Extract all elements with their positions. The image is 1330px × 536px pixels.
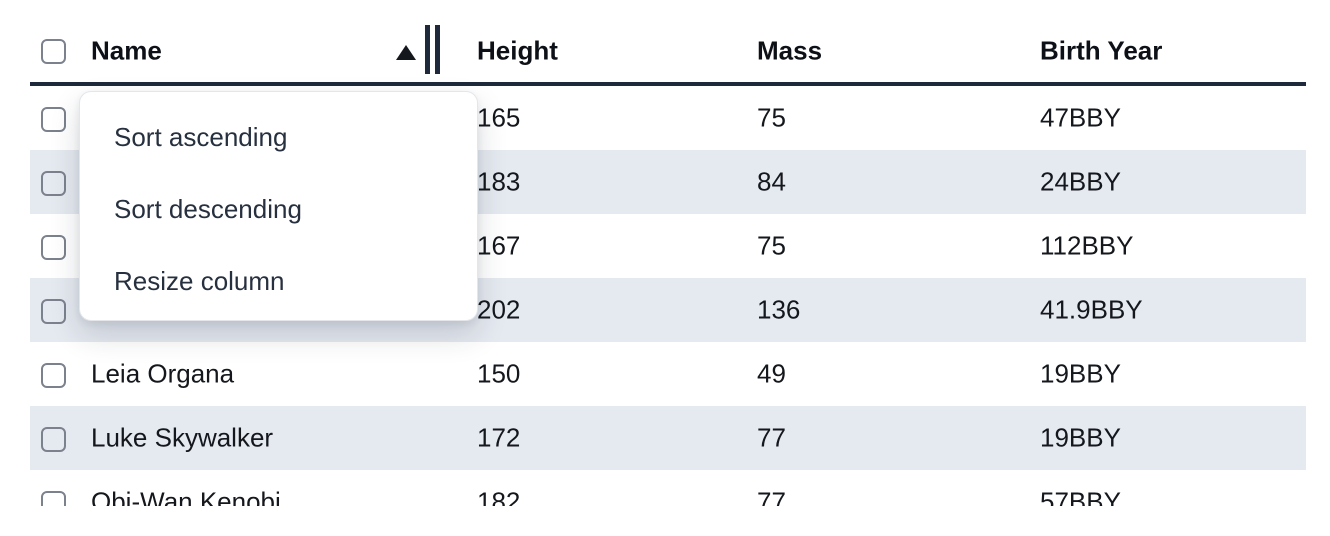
column-header-birth-year[interactable]: Birth Year [1040,35,1163,66]
cell-height: 172 [477,422,521,453]
table-row: Obi-Wan Kenobi 182 77 57BBY [30,470,1306,506]
cell-mass: 77 [757,422,786,453]
cell-name: Obi-Wan Kenobi [91,486,281,507]
cell-height: 150 [477,358,521,389]
data-table: Name Height Mass Birth Year 165 75 47BBY… [30,0,1306,506]
cell-name: Luke Skywalker [91,422,274,453]
table-row: Leia Organa 150 49 19BBY [30,342,1306,406]
cell-height: 182 [477,486,521,507]
row-checkbox[interactable] [41,491,66,506]
row-checkbox[interactable] [41,427,66,452]
column-header-mass[interactable]: Mass [757,35,823,66]
cell-birth-year: 47BBY [1040,102,1121,133]
cell-name: Leia Organa [91,358,235,389]
table-row: Luke Skywalker 172 77 19BBY [30,406,1306,470]
menu-item-sort-ascending[interactable]: Sort ascending [114,121,288,152]
column-header-height[interactable]: Height [477,35,558,66]
menu-item-sort-descending[interactable]: Sort descending [114,193,302,224]
table-body: 165 75 47BBY 183 84 24BBY 167 75 112BBY … [30,86,1306,506]
row-checkbox[interactable] [41,171,66,196]
menu-item-resize-column[interactable]: Resize column [114,265,285,296]
column-header-name[interactable]: Name [91,35,162,66]
sort-ascending-icon [396,45,416,60]
cell-height: 167 [477,230,521,261]
cell-height: 183 [477,166,521,197]
cell-mass: 75 [757,102,786,133]
column-context-menu: Sort ascending Sort descending Resize co… [79,91,478,321]
cell-height: 202 [477,294,521,325]
cell-birth-year: 24BBY [1040,166,1121,197]
cell-mass: 49 [757,358,786,389]
cell-mass: 84 [757,166,786,197]
cell-birth-year: 57BBY [1040,486,1121,507]
row-checkbox[interactable] [41,235,66,260]
row-checkbox[interactable] [41,363,66,388]
table-header-row: Name Height Mass Birth Year [30,0,1306,86]
row-checkbox[interactable] [41,299,66,324]
cell-birth-year: 19BBY [1040,358,1121,389]
select-all-checkbox[interactable] [41,39,66,64]
cell-mass: 136 [757,294,801,325]
cell-birth-year: 112BBY [1040,230,1134,261]
column-resize-handle-icon[interactable] [425,25,440,74]
cell-birth-year: 41.9BBY [1040,294,1143,325]
cell-mass: 77 [757,486,786,507]
row-checkbox[interactable] [41,107,66,132]
cell-mass: 75 [757,230,786,261]
cell-birth-year: 19BBY [1040,422,1121,453]
cell-height: 165 [477,102,521,133]
